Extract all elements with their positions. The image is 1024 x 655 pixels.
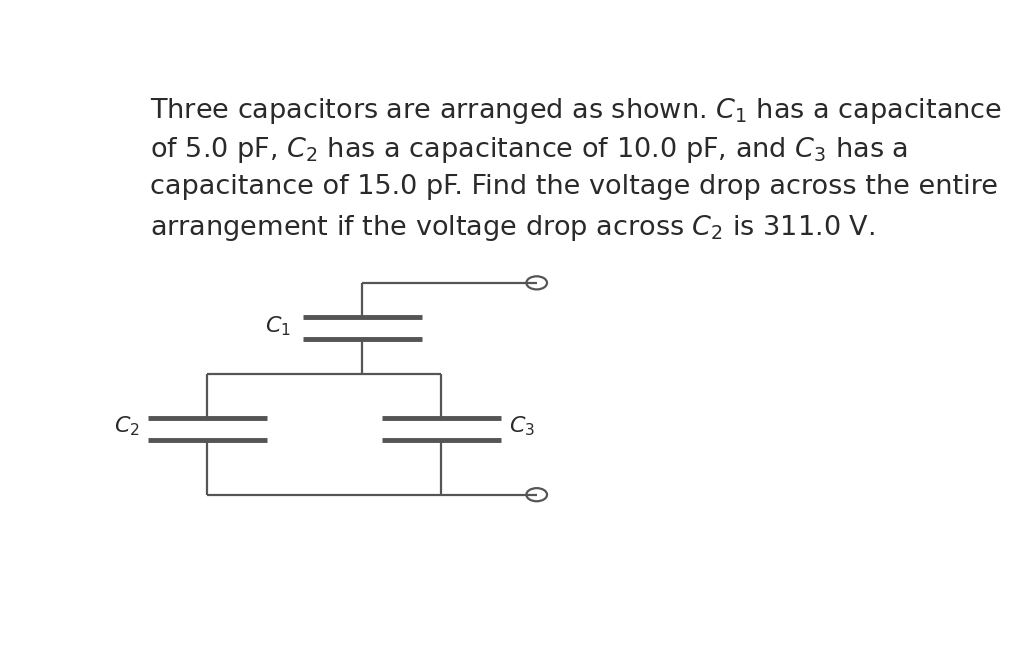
Text: $C_2$: $C_2$: [114, 415, 140, 438]
Text: capacitance of 15.0 pF. Find the voltage drop across the entire: capacitance of 15.0 pF. Find the voltage…: [151, 174, 998, 200]
Text: of 5.0 pF, $C_2$ has a capacitance of 10.0 pF, and $C_3$ has a: of 5.0 pF, $C_2$ has a capacitance of 10…: [151, 135, 908, 165]
Text: $C_1$: $C_1$: [265, 314, 291, 337]
Text: $C_3$: $C_3$: [509, 415, 535, 438]
Text: arrangement if the voltage drop across $C_2$ is 311.0 V.: arrangement if the voltage drop across $…: [151, 213, 876, 243]
Text: Three capacitors are arranged as shown. $C_1$ has a capacitance: Three capacitors are arranged as shown. …: [151, 96, 1002, 126]
